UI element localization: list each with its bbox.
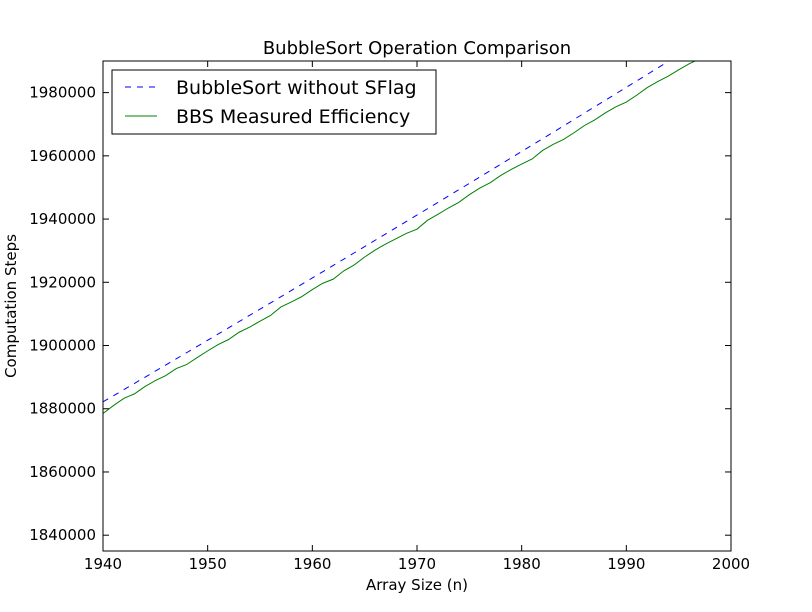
chart-title: BubbleSort Operation Comparison <box>263 38 571 59</box>
y-tick-label: 1860000 <box>29 463 96 481</box>
x-tick-label: 1970 <box>398 555 436 573</box>
y-tick-label: 1940000 <box>29 210 96 228</box>
y-axis-label: Computation Steps <box>2 234 20 378</box>
legend: BubbleSort without SFlag BBS Measured Ef… <box>111 69 437 135</box>
y-tick-label: 1980000 <box>29 84 96 102</box>
legend-box <box>111 69 437 135</box>
y-tick-label: 1840000 <box>29 526 96 544</box>
legend-label-bbs-measured-efficiency: BBS Measured Efficiency <box>176 106 410 128</box>
x-tick-label: 1980 <box>503 555 541 573</box>
x-tick-label: 1940 <box>84 555 122 573</box>
series-line-1 <box>103 61 670 403</box>
y-tick-label: 1900000 <box>29 337 96 355</box>
y-tick-label: 1960000 <box>29 147 96 165</box>
x-tick-label: 2000 <box>712 555 750 573</box>
x-tick-label: 1960 <box>293 555 331 573</box>
y-tick-label: 1920000 <box>29 273 96 291</box>
x-axis-label: Array Size (n) <box>366 576 468 594</box>
x-tick-label: 1950 <box>189 555 227 573</box>
x-tick-label: 1990 <box>607 555 645 573</box>
series-line-2 <box>103 61 697 414</box>
ticks-layer: 1940 1950 1960 1970 1980 1990 2000 1840000 18600… <box>29 61 750 573</box>
y-tick-label: 1880000 <box>29 400 96 418</box>
series-layer <box>103 61 697 414</box>
legend-label-bubblesort-without-sflag: BubbleSort without SFlag <box>176 77 417 99</box>
